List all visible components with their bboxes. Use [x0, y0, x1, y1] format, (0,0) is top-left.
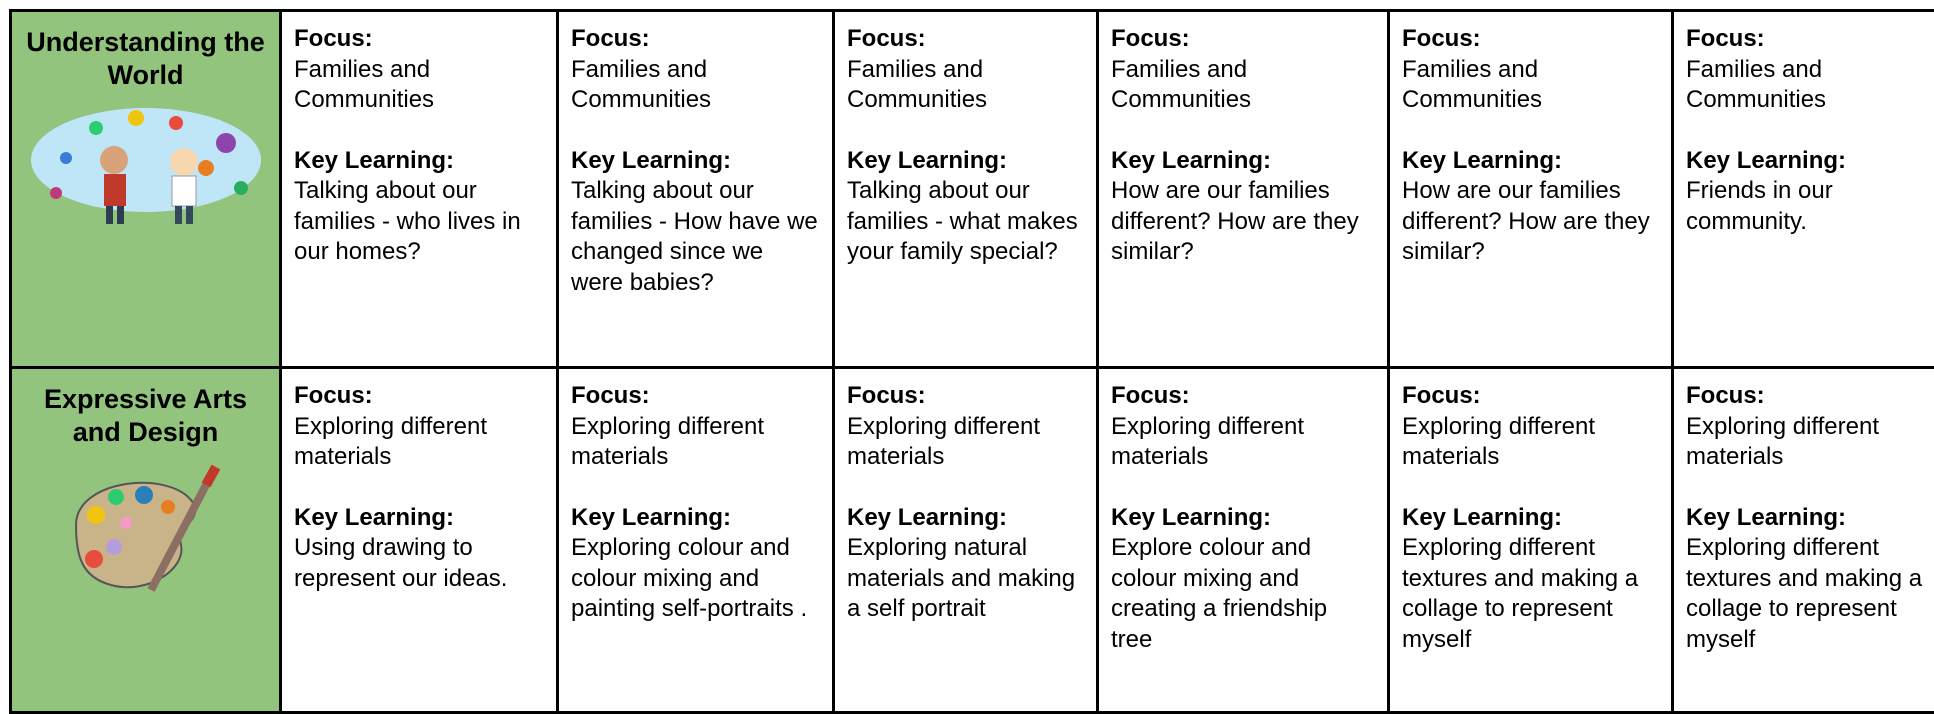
- page: Understanding the World Focus: Families a…: [9, 9, 1934, 714]
- key-learning-label: Key Learning:: [294, 146, 455, 174]
- key-learning-text: Using drawing to represent our ideas.: [294, 534, 508, 592]
- focus-label: Focus:: [1686, 382, 1765, 409]
- content-cell: Focus: Families and Communities Key Learni…: [1099, 12, 1390, 369]
- focus-label: Focus:: [294, 25, 373, 52]
- spacer: [1111, 473, 1375, 503]
- curriculum-table: Understanding the World Focus: Families a…: [9, 9, 1934, 714]
- subject-cell: Understanding the World: [12, 12, 282, 369]
- key-learning-label: Key Learning:: [571, 146, 732, 174]
- subject-title: Expressive Arts and Design: [43, 384, 248, 447]
- content-cell: Focus: Families and Communities Key Learni…: [835, 12, 1099, 369]
- content-cell: Focus: Families and Communities Key Learni…: [559, 12, 835, 369]
- key-learning-text: Talking about our families - who lives i…: [294, 177, 521, 265]
- focus-text: Exploring different materials: [1686, 412, 1880, 471]
- key-learning-label: Key Learning:: [1402, 146, 1563, 174]
- key-learning-text: How are our families different? How are …: [1402, 177, 1650, 265]
- key-learning-text: Talking about our families - How have we…: [571, 177, 818, 296]
- spacer: [1402, 473, 1659, 503]
- palette-illustration: [74, 464, 220, 592]
- content-cell: Focus: Exploring different materials Key L…: [1099, 369, 1390, 714]
- focus-text: Exploring different materials: [1402, 412, 1596, 471]
- key-learning-text: Exploring different textures and making …: [1686, 534, 1923, 653]
- content-cell: Focus: Exploring different materials Key L…: [282, 369, 559, 714]
- key-learning-label: Key Learning:: [294, 503, 455, 531]
- spacer: [847, 116, 1084, 146]
- focus-text: Exploring different materials: [571, 412, 765, 471]
- focus-label: Focus:: [847, 382, 926, 409]
- key-learning-label: Key Learning:: [1686, 503, 1847, 531]
- key-learning-text: Explore colour and colour mixing and cre…: [1111, 534, 1328, 653]
- spacer: [1111, 116, 1375, 146]
- key-learning-text: Exploring different textures and making …: [1402, 534, 1639, 653]
- key-learning-text: How are our families different? How are …: [1111, 177, 1359, 265]
- spacer: [294, 116, 544, 146]
- key-learning-label: Key Learning:: [847, 503, 1008, 531]
- focus-text: Families and Communities: [847, 55, 988, 114]
- content-cell: Focus: Exploring different materials Key L…: [1674, 369, 1934, 714]
- key-learning-text: Talking about our families - what makes …: [847, 177, 1078, 265]
- content-cell: Focus: Exploring different materials Key L…: [835, 369, 1099, 714]
- focus-text: Exploring different materials: [847, 412, 1041, 471]
- focus-text: Families and Communities: [294, 55, 435, 114]
- key-learning-label: Key Learning:: [1111, 503, 1272, 531]
- content-cell: Focus: Exploring different materials Key L…: [1390, 369, 1674, 714]
- focus-label: Focus:: [1686, 25, 1765, 52]
- content-cell: Focus: Families and Communities Key Learni…: [282, 12, 559, 369]
- spacer: [571, 116, 820, 146]
- focus-label: Focus:: [1402, 25, 1481, 52]
- focus-label: Focus:: [1402, 382, 1481, 409]
- key-learning-text: Friends in our community.: [1686, 177, 1833, 235]
- spacer: [1686, 473, 1934, 503]
- key-learning-text: Exploring natural materials and making a…: [847, 534, 1076, 622]
- key-learning-label: Key Learning:: [847, 146, 1008, 174]
- content-cell: Focus: Families and Communities Key Learni…: [1674, 12, 1934, 369]
- focus-text: Families and Communities: [571, 55, 712, 114]
- focus-text: Exploring different materials: [294, 412, 488, 471]
- key-learning-label: Key Learning:: [1686, 146, 1847, 174]
- spacer: [847, 473, 1084, 503]
- content-cell: Focus: Families and Communities Key Learni…: [1390, 12, 1674, 369]
- focus-text: Families and Communities: [1686, 55, 1827, 114]
- focus-text: Exploring different materials: [1111, 412, 1305, 471]
- spacer: [294, 473, 544, 503]
- focus-label: Focus:: [1111, 382, 1190, 409]
- world-illustration: [30, 108, 261, 224]
- focus-text: Families and Communities: [1111, 55, 1252, 114]
- content-cell: Focus: Exploring different materials Key L…: [559, 369, 835, 714]
- key-learning-label: Key Learning:: [571, 503, 732, 531]
- focus-label: Focus:: [571, 382, 650, 409]
- key-learning-label: Key Learning:: [1111, 146, 1272, 174]
- focus-label: Focus:: [294, 382, 373, 409]
- subject-title: Understanding the World: [26, 27, 265, 90]
- focus-text: Families and Communities: [1402, 55, 1543, 114]
- spacer: [571, 473, 820, 503]
- focus-label: Focus:: [571, 25, 650, 52]
- key-learning-text: Exploring colour and colour mixing and p…: [571, 534, 808, 622]
- spacer: [1402, 116, 1659, 146]
- subject-cell: Expressive Arts and Design: [12, 369, 282, 714]
- spacer: [1686, 116, 1934, 146]
- focus-label: Focus:: [1111, 25, 1190, 52]
- focus-label: Focus:: [847, 25, 926, 52]
- key-learning-label: Key Learning:: [1402, 503, 1563, 531]
